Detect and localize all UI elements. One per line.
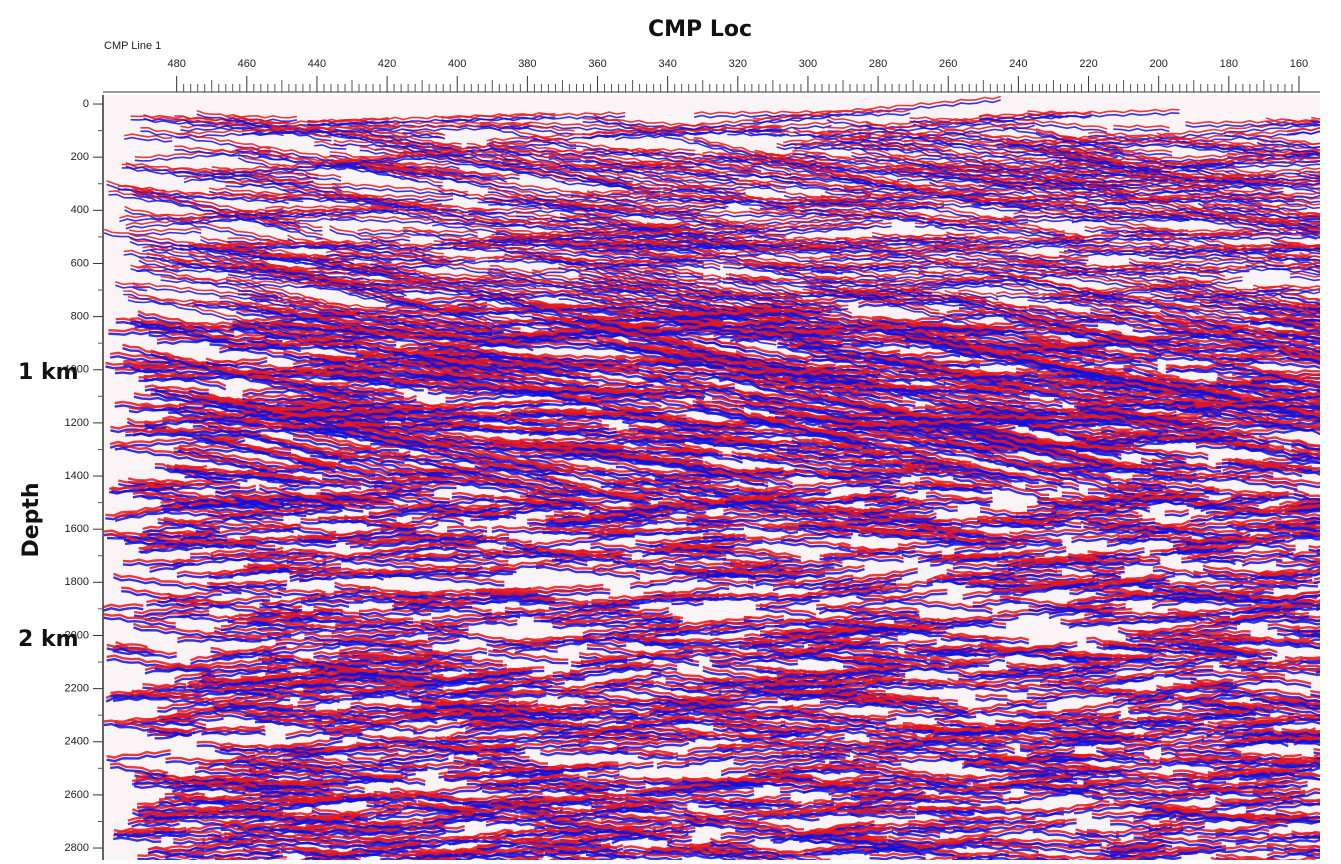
reflector	[1317, 545, 1341, 551]
reflector	[1025, 485, 1057, 488]
reflector	[1319, 820, 1341, 835]
reflector	[1317, 387, 1341, 415]
reflector	[713, 444, 801, 447]
reflector	[713, 441, 801, 444]
reflector	[657, 762, 689, 765]
reflector	[657, 765, 689, 768]
reflector	[467, 783, 539, 785]
reflector	[1317, 549, 1341, 555]
chart: CMP Loc CMP Line 1 Depth 1 km 2 km 48046…	[0, 0, 1341, 860]
reflector	[467, 780, 539, 782]
reflector	[1317, 391, 1341, 419]
reflector	[1319, 823, 1341, 838]
